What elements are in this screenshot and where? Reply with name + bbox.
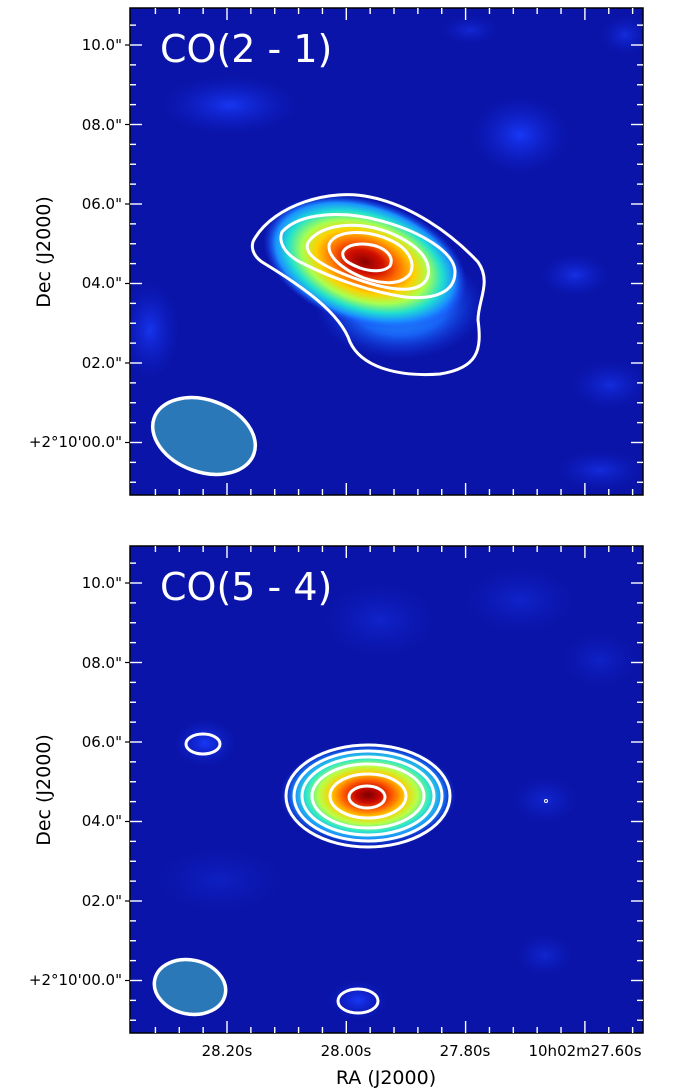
frame-co21 (129, 7, 644, 496)
beam-ellipse-co21 (150, 395, 258, 477)
panel-co21: CO(2 - 1) 10.0" 08.0" 06.0" 04.0" 02.0" … (29, 7, 644, 496)
ytick-label: 08.0" (82, 654, 122, 672)
emission-map-co54 (130, 546, 643, 1033)
ylabel-co21: Dec (J2000) (33, 196, 55, 308)
xtick-label: 28.20s (202, 1042, 253, 1060)
xlabel: RA (J2000) (336, 1067, 436, 1089)
panel-co54: CO(5 - 4) 10.0" 08.0" 06.0" 04.0" 02.0" … (29, 545, 644, 1089)
contours-co21 (250, 193, 486, 377)
ytick-label: +2°10'00.0" (29, 433, 122, 451)
ytick-label: 02.0" (82, 354, 122, 372)
panel-label-co21: CO(2 - 1) (160, 27, 332, 71)
ticks-co54 (125, 546, 643, 1033)
ytick-label: 06.0" (82, 195, 122, 213)
ticks-co21 (125, 8, 643, 495)
xticklabels-co54: 28.20s 28.00s 27.80s 10h02m27.60s (202, 1042, 642, 1060)
ytick-label: 10.0" (82, 36, 122, 54)
ylabel-co54: Dec (J2000) (33, 734, 55, 846)
ytick-label: 10.0" (82, 574, 122, 592)
ytick-label: 06.0" (82, 733, 122, 751)
ytick-label: 04.0" (82, 274, 122, 292)
yticklabels-co54: 10.0" 08.0" 06.0" 04.0" 02.0" +2°10'00.0… (29, 574, 122, 989)
ytick-label: 08.0" (82, 116, 122, 134)
ytick-label: 04.0" (82, 812, 122, 830)
xtick-label: 10h02m27.60s (528, 1042, 641, 1060)
frame-co54 (129, 545, 644, 1034)
yticklabels-co21: 10.0" 08.0" 06.0" 04.0" 02.0" +2°10'00.0… (29, 36, 122, 451)
beam-ellipse-co54 (152, 957, 228, 1017)
ytick-label: +2°10'00.0" (29, 971, 122, 989)
ytick-label: 02.0" (82, 892, 122, 910)
xtick-label: 27.80s (440, 1042, 491, 1060)
contours-co54 (184, 732, 548, 1015)
panel-label-co54: CO(5 - 4) (160, 565, 332, 609)
xtick-label: 28.00s (321, 1042, 372, 1060)
